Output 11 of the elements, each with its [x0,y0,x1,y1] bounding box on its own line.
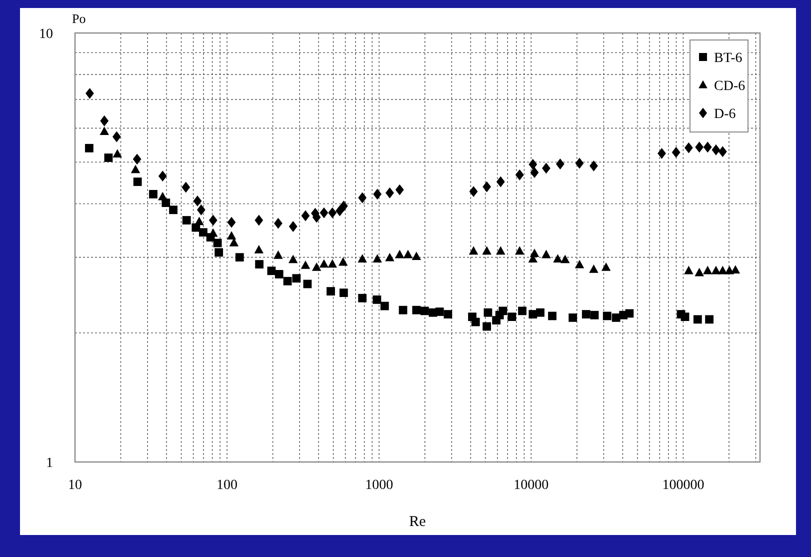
x-tick-label: 10000 [514,478,549,493]
y-axis-title: Po [72,11,86,26]
x-tick-label: 100000 [662,478,704,493]
x-tick-label: 10 [68,478,82,493]
legend-label: CD-6 [714,79,746,94]
y-tick-label: 1 [46,456,53,471]
x-tick-label: 100 [216,478,238,493]
legend-label: BT-6 [714,51,742,66]
x-tick-label: 1000 [365,478,394,493]
legend-label: D-6 [714,107,736,122]
x-axis-title: Re [409,514,426,530]
